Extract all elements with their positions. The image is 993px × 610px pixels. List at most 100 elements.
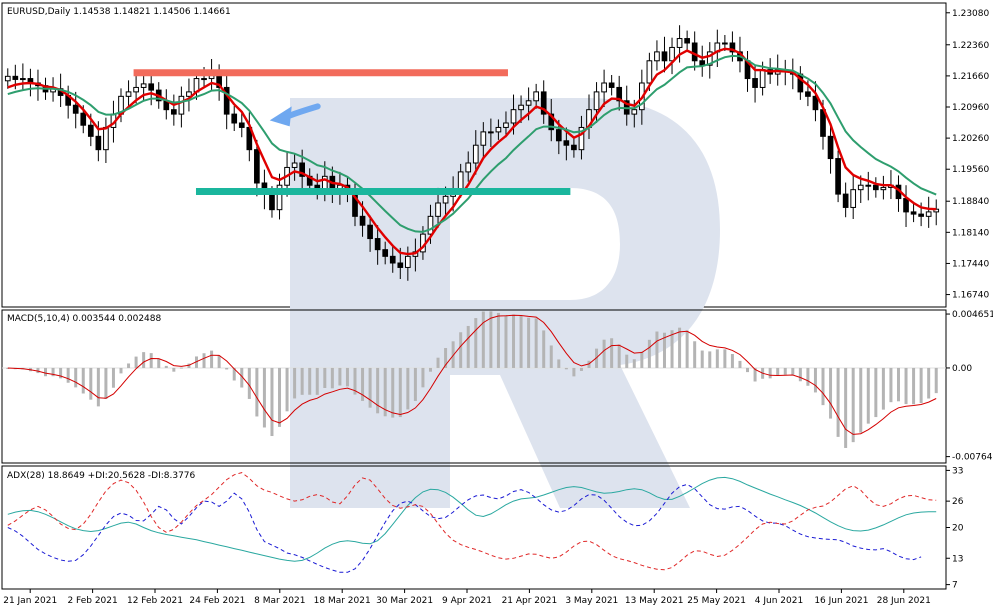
price-axis: 1.23080 1.22360 1.21660 1.20960 1.20260 1.195… [946, 9, 989, 301]
macd-bar [647, 339, 651, 368]
macd-bar [376, 367, 380, 414]
macd-bar [655, 331, 659, 368]
candle-body [170, 109, 177, 115]
candle-body [729, 42, 736, 53]
macd-bar [866, 367, 870, 424]
date-tick-label: 13 May 2021 [625, 596, 684, 606]
macd-bar [436, 357, 440, 368]
macd-bar [896, 367, 900, 402]
macd-bar [315, 367, 319, 395]
macd-bar [278, 367, 282, 427]
macd-bar [338, 367, 342, 386]
adx-axis-tick-label: 7 [952, 581, 958, 591]
macd-bar [776, 367, 780, 376]
macd-bar [323, 367, 327, 388]
candle-body [691, 42, 698, 62]
macd-bar [391, 367, 395, 418]
candle-body [842, 193, 849, 208]
candle-body [472, 144, 479, 164]
candle-body [706, 51, 713, 66]
macd-bar [428, 367, 432, 372]
candle-body [661, 51, 668, 62]
candle-body [254, 149, 260, 184]
adx-series-di [7, 472, 937, 571]
candle-body [608, 82, 615, 88]
macd-bar [542, 330, 546, 368]
candle-body [601, 82, 607, 93]
candle-body [759, 69, 766, 88]
candle-body [291, 162, 298, 168]
adx-axis-tick-label: 20 [952, 524, 964, 534]
candle-body [457, 171, 464, 191]
fast-ma-line [7, 47, 937, 256]
macd-bar [202, 353, 206, 368]
macd-axis-tick-label: 0.00 [952, 364, 972, 374]
candle-body [148, 83, 155, 91]
macd-bar [746, 367, 750, 373]
candle-body [435, 202, 441, 217]
macd-signal-line [7, 314, 937, 435]
candle-body [616, 86, 623, 102]
candle-body [503, 122, 509, 128]
candle-body [133, 86, 139, 93]
macd-bar [210, 350, 214, 368]
price-axis-tick-label: 1.17440 [952, 259, 989, 269]
macd-bar [127, 363, 131, 368]
macd-axis-tick-label: 0.004651 [952, 310, 993, 320]
macd-bar [534, 318, 538, 368]
macd-bar [157, 358, 161, 368]
candle-body [872, 184, 879, 191]
candle-body [4, 75, 11, 82]
macd-bar [670, 330, 674, 368]
date-tick-label: 2 Feb 2021 [67, 596, 117, 606]
candle-body [593, 91, 600, 111]
macd-bar [270, 367, 274, 437]
macd-bar [557, 359, 561, 368]
candle-body [865, 184, 872, 187]
macd-bar [693, 341, 697, 368]
macd-bar [723, 349, 727, 368]
candle-body [87, 124, 94, 137]
candle-body [201, 78, 207, 81]
macd-bar [240, 367, 244, 388]
macd-bar [44, 367, 48, 377]
candle-body [578, 126, 585, 151]
macd-bar [881, 367, 885, 410]
macd-bar [685, 330, 689, 368]
macd-bar [149, 353, 153, 368]
candle-body [880, 186, 887, 191]
macd-bar [662, 332, 666, 368]
macd-bar [708, 351, 712, 368]
macd-bar [330, 367, 334, 389]
candle-body [495, 126, 502, 133]
macd-bar [919, 367, 923, 404]
macd-bar [81, 367, 85, 394]
macd-bar [119, 367, 123, 374]
price-axis-tick-label: 1.22360 [952, 41, 989, 51]
macd-panel-frame [1, 309, 947, 464]
candle-body [95, 135, 102, 151]
candle-body [669, 46, 675, 62]
price-header: EURUSD,Daily 1.14538 1.14821 1.14506 1.1… [7, 7, 231, 17]
macd-bar [934, 367, 938, 394]
macd-bar [496, 312, 500, 368]
macd-panel: MACD(5,10,4) 0.003544 0.002488 0.0046510… [1, 309, 993, 464]
macd-bar [451, 341, 455, 368]
price-axis-tick-label: 1.18840 [952, 197, 989, 207]
candle-body [548, 113, 555, 131]
macd-bar [74, 367, 78, 388]
macd-bar [512, 314, 516, 368]
macd-bar [632, 359, 636, 368]
macd-bar [481, 311, 485, 368]
macd-bar [836, 367, 840, 437]
candle-body [186, 91, 192, 97]
macd-bar [851, 367, 855, 443]
macd-bar [59, 367, 63, 379]
candle-body [12, 75, 19, 80]
macd-bar [172, 367, 176, 372]
macd-bar [640, 351, 644, 368]
macd-bar [859, 367, 863, 433]
macd-bar [225, 367, 229, 370]
date-tick-label: 12 Feb 2021 [127, 596, 183, 606]
candle-body [722, 42, 728, 45]
